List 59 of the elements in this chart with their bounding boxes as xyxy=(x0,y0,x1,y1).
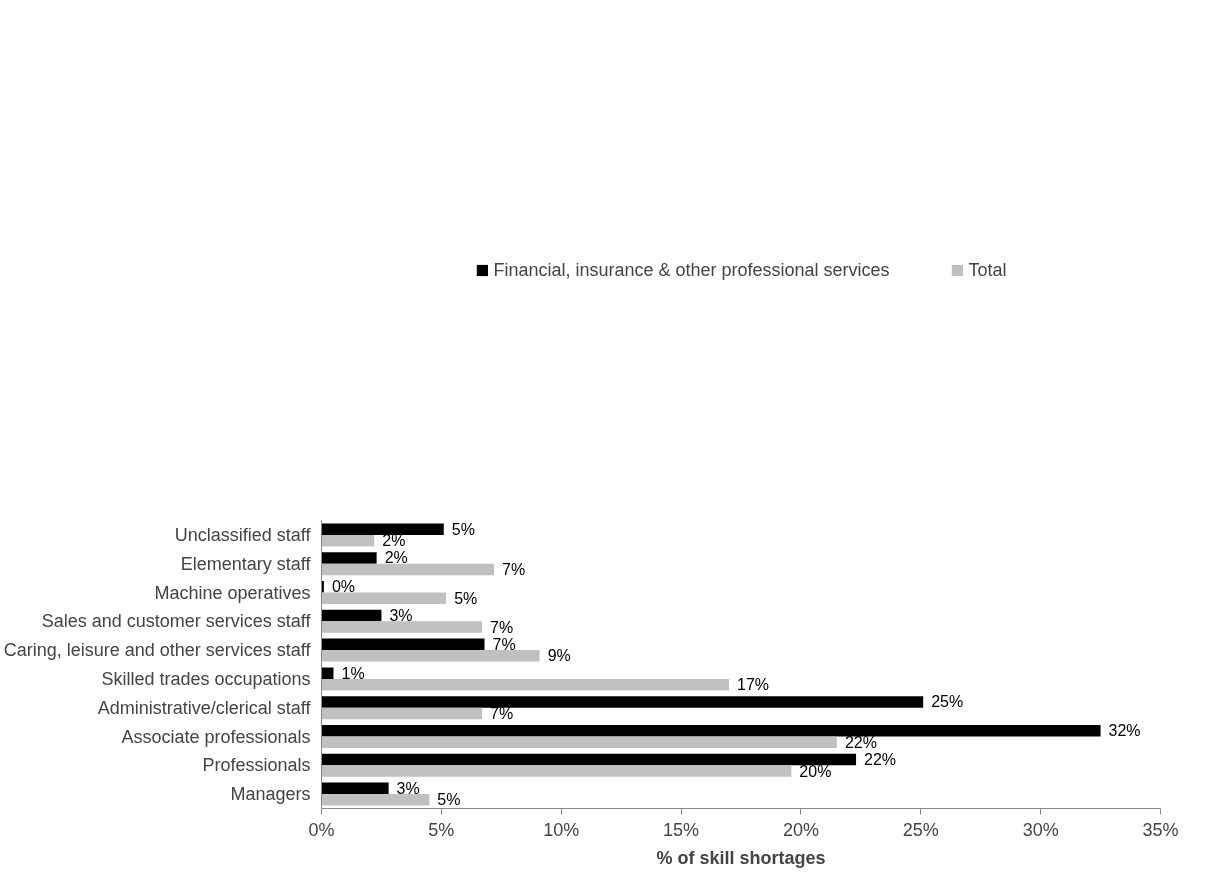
bar xyxy=(321,753,857,766)
bar xyxy=(321,523,444,535)
data-label: 32% xyxy=(1108,722,1141,740)
bar xyxy=(321,782,389,795)
data-label: 9% xyxy=(547,647,571,665)
x-tick-label: 30% xyxy=(1022,819,1059,840)
data-label: 2% xyxy=(384,549,408,567)
bar xyxy=(321,638,485,651)
bar xyxy=(321,765,792,777)
y-tick-label: Caring, leisure and other services staff xyxy=(3,640,312,661)
x-tick-label: 5% xyxy=(428,819,455,840)
data-label: 5% xyxy=(437,791,461,809)
bar xyxy=(321,534,375,547)
x-tick-label: 10% xyxy=(543,819,580,840)
bar xyxy=(321,621,483,633)
data-label: 22% xyxy=(864,751,897,769)
x-tick-label: 0% xyxy=(308,819,335,840)
data-label: 5% xyxy=(454,589,478,607)
bar xyxy=(321,707,483,720)
y-tick-label: Elementary staff xyxy=(180,553,312,574)
bar xyxy=(321,696,924,708)
data-label: 7% xyxy=(490,704,514,722)
bar xyxy=(321,592,447,605)
bar xyxy=(321,563,495,576)
data-label: 22% xyxy=(844,733,877,751)
bar xyxy=(321,794,430,806)
bar xyxy=(321,736,837,749)
bar xyxy=(321,678,730,691)
data-label: 7% xyxy=(490,618,514,636)
data-label: 20% xyxy=(799,762,832,780)
x-tick-label: 20% xyxy=(782,819,819,840)
data-label: 0% xyxy=(331,578,356,596)
data-label: 17% xyxy=(737,676,770,694)
y-tick-label: Sales and customer services staff xyxy=(41,611,312,632)
y-tick-label: Professionals xyxy=(202,755,311,776)
bar xyxy=(321,667,334,679)
y-tick-label: Administrative/clerical staff xyxy=(97,697,312,718)
data-label: 1% xyxy=(341,664,365,682)
y-tick-label: Associate professionals xyxy=(121,726,311,747)
bar xyxy=(321,609,382,622)
x-tick-label: 15% xyxy=(663,819,700,840)
data-label: 3% xyxy=(396,779,420,797)
data-label: 7% xyxy=(492,635,516,653)
bar xyxy=(321,650,540,662)
y-tick-label: Unclassified staff xyxy=(174,524,312,545)
bar xyxy=(321,724,1101,737)
data-label: 3% xyxy=(389,607,413,625)
data-label: 5% xyxy=(451,520,475,538)
legend-label: Total xyxy=(968,259,1007,281)
data-label: 7% xyxy=(502,560,526,578)
legend-label: Financial, insurance & other professional services xyxy=(493,259,890,281)
x-tick-label: 35% xyxy=(1142,819,1179,840)
y-tick-label: Skilled trades occupations xyxy=(101,668,311,689)
bar xyxy=(321,552,377,564)
data-label: 25% xyxy=(931,693,964,711)
x-axis-title: % of skill shortages xyxy=(656,847,826,868)
y-tick-label: Managers xyxy=(230,784,311,805)
x-tick-label: 25% xyxy=(902,819,939,840)
y-tick-label: Machine operatives xyxy=(154,582,311,603)
